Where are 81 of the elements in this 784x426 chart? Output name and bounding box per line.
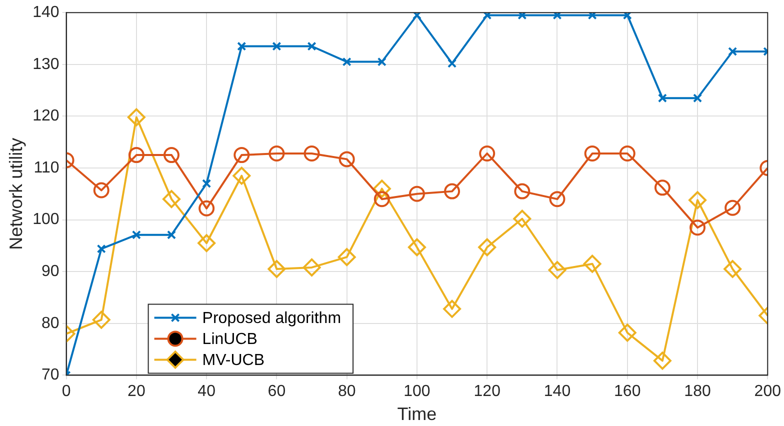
point bbox=[548, 261, 566, 280]
y-tick-label: 110 bbox=[34, 159, 60, 176]
point bbox=[588, 12, 597, 20]
point bbox=[132, 230, 141, 240]
point bbox=[514, 183, 530, 200]
point bbox=[408, 238, 426, 256]
point bbox=[302, 258, 321, 276]
x-tick-label: 200 bbox=[754, 383, 782, 400]
point bbox=[377, 57, 386, 66]
point bbox=[92, 310, 110, 329]
x-tick-label: 160 bbox=[614, 383, 641, 400]
point bbox=[164, 147, 180, 164]
point bbox=[374, 191, 390, 208]
point bbox=[692, 94, 702, 103]
y-tick-label: 120 bbox=[32, 108, 60, 125]
x-tick-label: 0 bbox=[62, 383, 71, 400]
y-tick-label: 130 bbox=[32, 56, 60, 73]
point bbox=[479, 145, 496, 162]
point bbox=[408, 186, 425, 202]
y-tick-label: 70 bbox=[42, 366, 60, 384]
point bbox=[338, 248, 356, 266]
point bbox=[234, 147, 250, 164]
point bbox=[412, 12, 422, 20]
y-tick-label: 90 bbox=[42, 263, 60, 280]
point bbox=[202, 179, 212, 188]
point bbox=[268, 145, 285, 162]
point bbox=[444, 183, 460, 200]
point bbox=[96, 244, 106, 254]
point bbox=[198, 234, 216, 252]
point bbox=[584, 145, 600, 162]
point bbox=[128, 147, 144, 164]
y-axis-title: Network utility bbox=[6, 138, 26, 250]
y-tick-label: 140 bbox=[32, 4, 60, 22]
point bbox=[443, 300, 462, 318]
point bbox=[93, 182, 110, 198]
point bbox=[304, 145, 320, 162]
point bbox=[658, 94, 667, 103]
point bbox=[724, 260, 742, 278]
legend-label: Proposed algorithm bbox=[202, 310, 342, 328]
point bbox=[583, 254, 602, 273]
point bbox=[728, 46, 738, 56]
point bbox=[162, 190, 180, 208]
x-tick-label: 140 bbox=[544, 383, 571, 400]
legend-label: LinUCB bbox=[202, 331, 258, 348]
point bbox=[513, 210, 532, 228]
point bbox=[482, 12, 492, 20]
y-tick-label: 100 bbox=[32, 211, 60, 228]
x-axis-title: Time bbox=[397, 404, 437, 424]
point bbox=[448, 58, 457, 68]
x-tick-label: 80 bbox=[338, 383, 356, 400]
point bbox=[690, 220, 706, 236]
point bbox=[198, 200, 215, 216]
x-tick-label: 120 bbox=[474, 383, 501, 400]
point bbox=[232, 166, 251, 185]
point bbox=[338, 151, 355, 168]
point bbox=[688, 191, 707, 210]
point bbox=[618, 324, 636, 342]
point bbox=[653, 352, 672, 370]
point bbox=[272, 42, 282, 51]
legend-label: MV-UCB bbox=[202, 352, 265, 370]
point bbox=[478, 238, 496, 256]
point bbox=[307, 42, 316, 51]
x-tick-label: 100 bbox=[404, 383, 430, 400]
point bbox=[518, 12, 527, 20]
point bbox=[622, 12, 632, 20]
point bbox=[549, 191, 566, 208]
point bbox=[372, 180, 391, 198]
point bbox=[724, 200, 741, 216]
x-tick-label: 180 bbox=[684, 383, 711, 400]
point bbox=[268, 260, 286, 278]
y-tick-label: 80 bbox=[42, 314, 60, 332]
point bbox=[552, 12, 562, 20]
x-tick-label: 40 bbox=[198, 383, 216, 400]
point bbox=[237, 42, 246, 51]
point bbox=[654, 180, 670, 196]
x-tick-label: 20 bbox=[128, 383, 146, 400]
point bbox=[127, 108, 146, 126]
point bbox=[166, 230, 176, 240]
x-tick-label: 60 bbox=[268, 383, 286, 400]
point bbox=[619, 145, 636, 162]
point bbox=[342, 57, 352, 66]
